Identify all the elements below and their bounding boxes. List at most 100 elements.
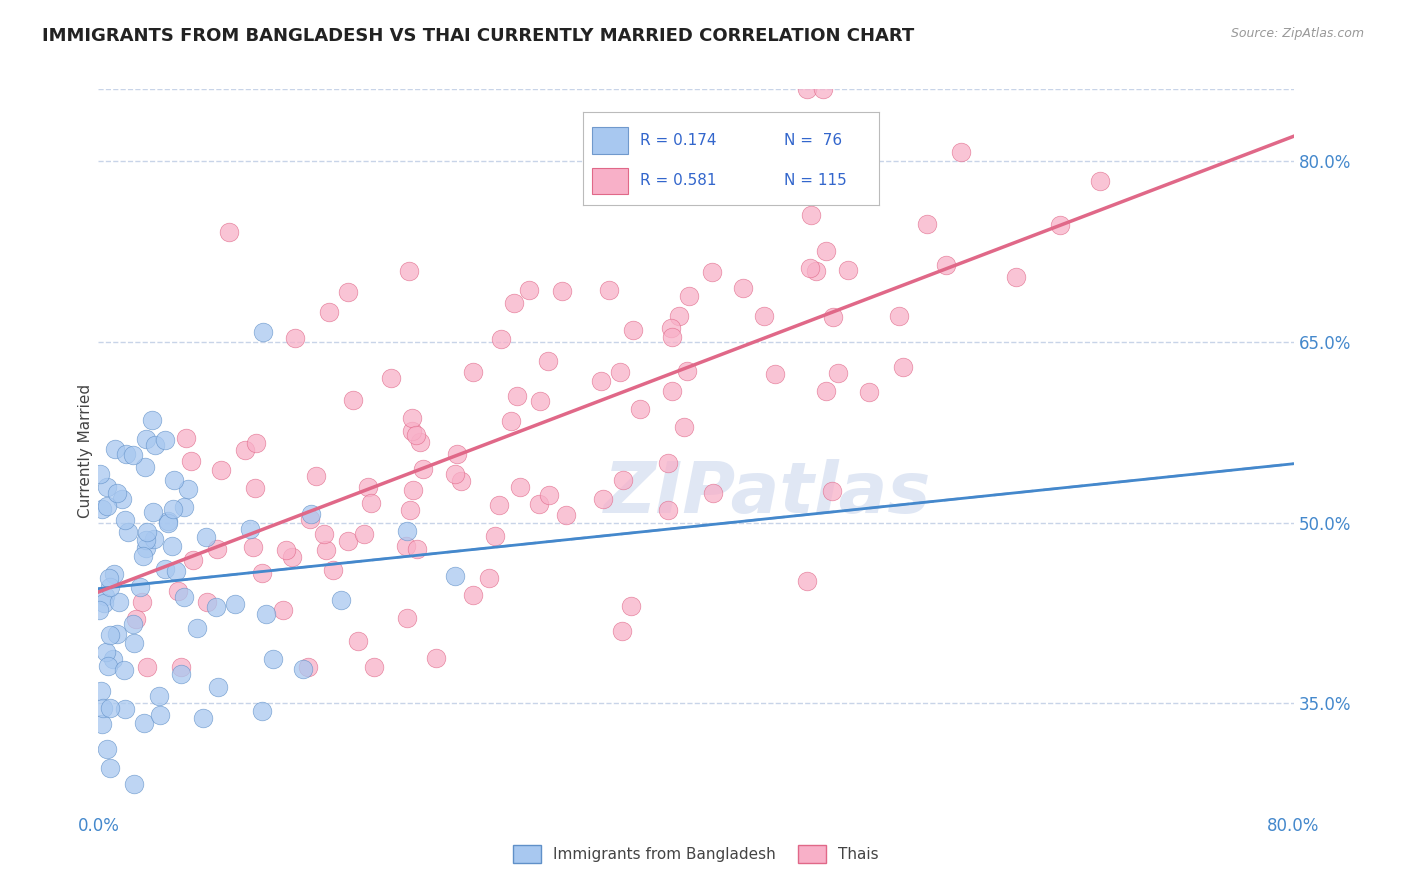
Point <box>205 541 228 556</box>
Point <box>804 264 827 278</box>
Point <box>337 285 360 300</box>
Point <box>135 525 157 540</box>
Point <box>312 527 335 541</box>
Point <box>661 330 683 344</box>
Text: N =  76: N = 76 <box>785 133 842 148</box>
Point <box>731 281 754 295</box>
Point <box>194 530 217 544</box>
Point <box>165 564 187 578</box>
Point <box>143 533 166 547</box>
Point <box>149 708 172 723</box>
Point <box>173 500 195 514</box>
Point <box>209 463 232 477</box>
Point <box>91 701 114 715</box>
Point <box>517 283 540 297</box>
Point <box>252 325 274 339</box>
Point <box>446 447 468 461</box>
Point <box>499 413 522 427</box>
Point <box>509 480 531 494</box>
Point <box>283 331 305 345</box>
Point <box>645 144 668 158</box>
Point <box>765 367 787 381</box>
Point <box>668 309 690 323</box>
Point <box>233 442 256 457</box>
Point <box>398 264 420 278</box>
Point <box>405 428 427 442</box>
Bar <box>592 168 627 194</box>
Point <box>444 568 467 582</box>
Point <box>114 513 136 527</box>
Point <box>318 305 340 319</box>
Point <box>96 741 118 756</box>
Point <box>291 662 314 676</box>
Point <box>153 433 176 447</box>
Point <box>527 497 550 511</box>
Point <box>122 777 145 791</box>
Point <box>135 432 157 446</box>
Point <box>245 436 267 450</box>
Point <box>299 507 322 521</box>
Point <box>90 684 112 698</box>
Point <box>915 217 938 231</box>
Point <box>610 624 633 638</box>
Point <box>401 411 423 425</box>
Point <box>297 660 319 674</box>
Point <box>503 296 526 310</box>
Point <box>657 456 679 470</box>
Point <box>98 571 121 585</box>
Point <box>353 527 375 541</box>
Point <box>489 333 512 347</box>
Point <box>122 616 145 631</box>
Point <box>98 760 121 774</box>
Point <box>799 261 821 276</box>
Point <box>96 480 118 494</box>
Point <box>801 162 824 177</box>
Point <box>837 263 859 277</box>
Point <box>675 364 697 378</box>
Point <box>814 384 837 399</box>
Point <box>276 543 298 558</box>
Point <box>891 359 914 374</box>
Point <box>100 701 122 715</box>
Point <box>598 283 620 297</box>
Point <box>170 660 193 674</box>
Point <box>551 284 574 298</box>
Point <box>342 392 364 407</box>
Point <box>157 514 180 528</box>
Point <box>315 542 337 557</box>
Point <box>1088 174 1111 188</box>
Point <box>141 413 163 427</box>
Point <box>115 447 138 461</box>
Point <box>162 473 184 487</box>
Point <box>162 502 184 516</box>
Point <box>609 365 631 379</box>
Point <box>537 354 560 368</box>
Point <box>125 612 148 626</box>
Point <box>101 651 124 665</box>
Point <box>815 244 838 258</box>
Point <box>425 651 447 665</box>
Point <box>177 483 200 497</box>
Point <box>100 628 122 642</box>
Point <box>401 483 423 497</box>
Point <box>357 480 380 494</box>
Point <box>401 424 423 438</box>
Point <box>1049 219 1071 233</box>
Point <box>166 584 188 599</box>
Point <box>98 581 121 595</box>
Point <box>299 512 322 526</box>
Point <box>254 607 277 622</box>
Point <box>628 402 651 417</box>
Point <box>239 523 262 537</box>
Point <box>700 265 723 279</box>
Point <box>93 596 115 610</box>
Point <box>395 611 418 625</box>
Text: R = 0.581: R = 0.581 <box>640 173 716 188</box>
Point <box>396 524 419 538</box>
Y-axis label: Currently Married: Currently Married <box>77 384 93 517</box>
Point <box>657 503 679 517</box>
Point <box>399 502 422 516</box>
Point <box>195 595 218 609</box>
Point <box>87 602 110 616</box>
Point <box>461 588 484 602</box>
